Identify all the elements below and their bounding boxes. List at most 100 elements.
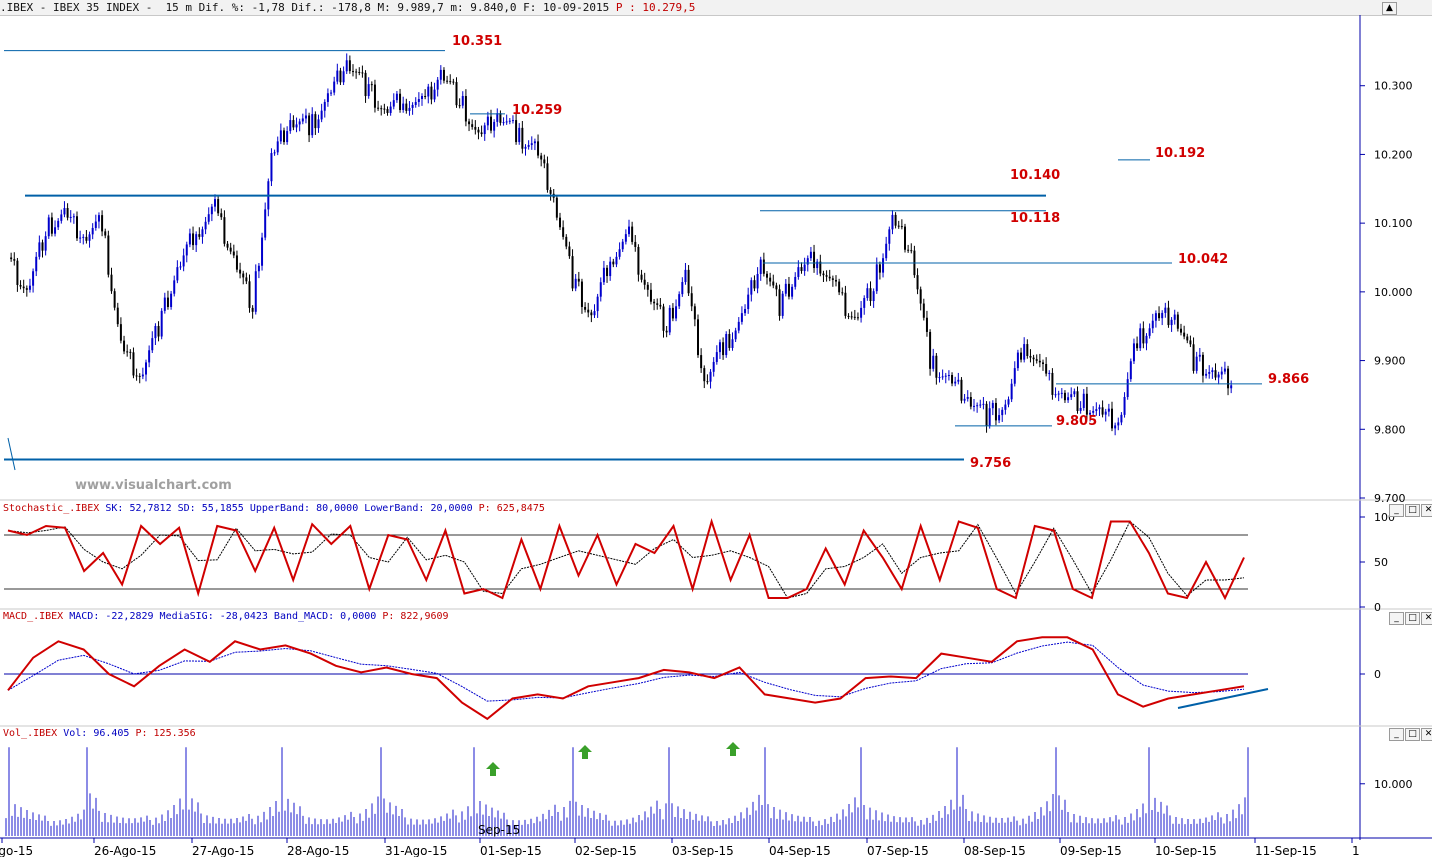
close-icon[interactable]: ✕: [1421, 612, 1432, 625]
candle-body: [1038, 360, 1041, 363]
candle-body: [270, 153, 273, 182]
candle-body: [775, 285, 778, 290]
minimize-icon[interactable]: _: [1389, 612, 1404, 625]
scroll-up-icon[interactable]: ▲: [1382, 2, 1397, 15]
candle-body: [245, 277, 248, 282]
candle-body: [279, 130, 282, 142]
candle-body: [900, 226, 903, 228]
candle-body: [1026, 344, 1029, 356]
candle-body: [1117, 422, 1120, 426]
candle-body: [521, 127, 524, 149]
candle-body: [402, 103, 405, 110]
candle-body: [530, 143, 533, 146]
macd-tick-label: 0: [1374, 668, 1381, 681]
candle-body: [248, 281, 251, 308]
maximize-icon[interactable]: □: [1405, 728, 1420, 741]
candle-body: [762, 259, 765, 274]
candle-body: [1217, 374, 1220, 378]
candle-body: [706, 381, 709, 383]
candle-body: [436, 79, 439, 90]
candle-body: [207, 214, 210, 222]
candle-body: [700, 355, 703, 369]
candle-body: [524, 146, 527, 149]
candle-body: [104, 231, 107, 236]
candle-body: [1051, 372, 1054, 395]
candle-body: [941, 376, 944, 378]
candle-body: [1180, 328, 1182, 333]
candle-body: [129, 351, 132, 353]
candle-body: [794, 276, 797, 287]
candle-body: [853, 316, 856, 318]
candle-body: [656, 303, 659, 305]
date-tick-label: 07-Sep-15: [867, 844, 929, 857]
candle-body: [756, 273, 759, 289]
candle-body: [772, 281, 775, 286]
date-tick-label: 03-Sep-15: [672, 844, 734, 857]
candle-body: [386, 109, 389, 113]
candle-body: [587, 309, 590, 313]
candle-body: [1101, 407, 1104, 415]
candle-body: [838, 281, 841, 293]
candle-body: [1048, 372, 1051, 374]
maximize-icon[interactable]: □: [1405, 612, 1420, 625]
stoch-sk-line: [7, 518, 1245, 601]
candle-body: [383, 108, 386, 110]
candle-body: [113, 291, 116, 308]
candle-body: [455, 82, 458, 106]
level-label: 10.140: [1010, 168, 1060, 183]
candle-body: [653, 301, 656, 304]
candle-body: [449, 81, 452, 83]
candle-body: [1151, 320, 1154, 329]
candle-body: [151, 338, 154, 351]
minimize-icon[interactable]: _: [1389, 504, 1404, 517]
candle-body: [831, 278, 834, 280]
candle-body: [813, 251, 816, 269]
candle-body: [1230, 385, 1233, 389]
candle-body: [19, 284, 22, 287]
candle-body: [242, 273, 245, 278]
macd-title: MACD_.IBEX MACD: -22,2829 MediaSIG: -28,…: [3, 611, 453, 623]
candle-body: [505, 121, 508, 123]
candle-body: [872, 291, 875, 302]
trend-line: [7, 437, 16, 471]
symbol-info: .IBEX - IBEX 35 INDEX - 15 m Dif. %: -1,…: [0, 1, 616, 14]
candle-body: [389, 106, 392, 113]
candle-body: [229, 247, 232, 252]
level-label: 10.118: [1010, 211, 1060, 226]
candle-body: [860, 307, 863, 318]
price-tick-label: 10.000: [1374, 286, 1413, 299]
candle-body: [35, 256, 38, 272]
maximize-icon[interactable]: □: [1405, 504, 1420, 517]
close-icon[interactable]: ✕: [1421, 728, 1432, 741]
candle-body: [731, 339, 734, 348]
candle-body: [166, 297, 169, 307]
candle-body: [254, 271, 257, 312]
candle-body: [223, 217, 226, 244]
close-icon[interactable]: ✕: [1421, 504, 1432, 517]
candle-body: [148, 350, 151, 363]
candle-body: [442, 69, 445, 81]
candle-body: [935, 355, 938, 378]
candle-body: [527, 145, 530, 147]
volume-title: Vol_.IBEX Vol: 96.405 P: 125.356: [3, 728, 200, 740]
candle-body: [154, 325, 157, 339]
candle-body: [662, 306, 665, 331]
candle-body: [1057, 393, 1060, 395]
candle-body: [800, 267, 803, 272]
candle-body: [339, 70, 342, 83]
candle-body: [60, 214, 63, 221]
date-tick-label: 27-Ago-15: [192, 844, 254, 857]
stoch-tick-label: 0: [1374, 601, 1381, 614]
candle-body: [474, 126, 477, 130]
candle-body: [628, 226, 630, 235]
candle-body: [1007, 399, 1010, 405]
candle-body: [919, 289, 922, 304]
stochastic-title: Stochastic_.IBEX SK: 52,7812 SD: 55,1855…: [3, 503, 549, 515]
candle-body: [468, 121, 471, 125]
minimize-icon[interactable]: _: [1389, 728, 1404, 741]
candle-body: [615, 256, 618, 265]
candle-body: [41, 242, 44, 251]
candle-body: [399, 93, 402, 110]
candle-body: [116, 307, 119, 325]
